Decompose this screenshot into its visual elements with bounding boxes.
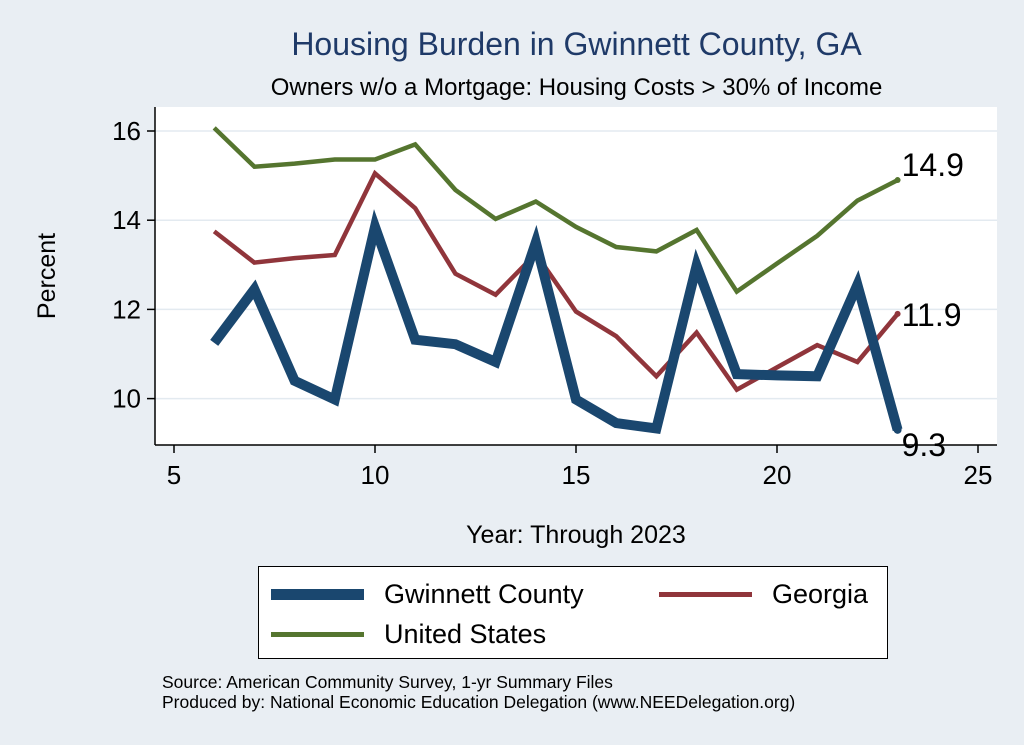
line-chart: 10 12 14 16 5 10 15 20 25 Year: Through 2023 Perce… <box>33 107 997 549</box>
legend-swatch-georgia <box>659 592 752 597</box>
series-end-point-georgia <box>894 310 901 317</box>
series-line-gwinnett <box>210 209 903 435</box>
legend-item-gwinnett: Gwinnett County <box>271 579 584 610</box>
series-end-point-gwinnett <box>893 425 902 434</box>
x-axis-title: Year: Through 2023 <box>466 521 686 549</box>
legend-item-us: United States <box>271 619 546 650</box>
legend-label-georgia: Georgia <box>772 579 869 609</box>
series-line-georgia <box>212 169 900 393</box>
y-tick-label: 10 <box>112 384 141 414</box>
y-tick-label: 14 <box>112 205 141 235</box>
chart-title: Housing Burden in Gwinnett County, GA <box>291 26 862 62</box>
producer-line: Produced by: National Economic Education… <box>162 692 796 712</box>
legend-label-gwinnett: Gwinnett County <box>384 579 584 609</box>
legend: Gwinnett County Georgia United States <box>258 566 888 659</box>
y-axis-title: Percent <box>33 233 61 319</box>
chart-subtitle: Owners w/o a Mortgage: Housing Costs > 3… <box>270 74 883 101</box>
end-label-gwinnett: 9.3 <box>902 427 946 463</box>
series-end-point-us <box>894 177 901 184</box>
x-tick-label: 10 <box>361 460 390 490</box>
source-note: Source: American Community Survey, 1-yr … <box>162 672 795 712</box>
series-line-us <box>212 126 899 295</box>
end-label-us: 14.9 <box>902 147 964 183</box>
legend-swatch-us <box>271 632 364 637</box>
x-tick-label: 20 <box>763 460 792 490</box>
y-tick-label: 12 <box>112 294 141 324</box>
x-tick-label: 5 <box>167 460 181 490</box>
x-tick-label: 15 <box>562 460 591 490</box>
legend-item-georgia: Georgia <box>659 579 868 610</box>
legend-label-us: United States <box>384 619 547 649</box>
y-tick-label: 16 <box>112 116 141 146</box>
x-tick-label: 25 <box>964 460 993 490</box>
source-line: Source: American Community Survey, 1-yr … <box>162 672 613 692</box>
legend-swatch-gwinnett <box>271 589 364 600</box>
end-label-georgia: 11.9 <box>902 297 962 333</box>
